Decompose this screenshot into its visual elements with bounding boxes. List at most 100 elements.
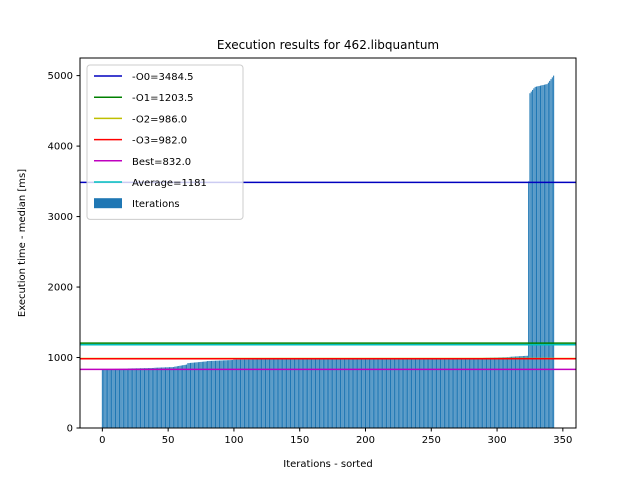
bar-iteration-305 [503,357,505,428]
bar-iteration-293 [487,357,489,428]
bar-iteration-250 [430,358,432,428]
bar-iteration-82 [209,360,211,428]
bar-iteration-4 [107,369,109,428]
bar-iteration-107 [242,359,244,428]
bar-iteration-44 [159,367,161,428]
legend: -O0=3484.5 -O1=1203.5 -O2=986.0 -O3=982.0 Be… [86,64,244,220]
bar-iteration-221 [392,358,394,428]
bar-iteration-59 [179,365,181,428]
bar-iteration-128 [270,359,272,428]
bar-iteration-208 [375,358,377,428]
bar-iteration-207 [374,358,376,428]
bar-iteration-27 [137,368,139,428]
bar-iteration-57 [176,366,178,428]
bar-iteration-301 [497,357,499,428]
bar-iteration-244 [422,358,424,428]
bar-iteration-342 [551,77,553,428]
bar-iteration-94 [225,360,227,428]
bar-iteration-336 [543,84,545,428]
bar-iteration-149 [297,359,299,428]
bar-iteration-84 [212,360,214,428]
bar-iteration-95 [226,360,228,428]
bar-iteration-266 [451,358,453,428]
bar-iteration-254 [436,358,438,428]
bar-iteration-335 [542,85,544,429]
bar-iteration-291 [484,357,486,428]
x-tick-label: 200 [356,435,375,446]
bar-iteration-251 [432,358,434,428]
bar-iteration-226 [399,358,401,428]
bar-iteration-178 [336,359,338,428]
plot-frame [79,57,577,429]
bar-iteration-248 [428,358,430,428]
bar-iteration-187 [347,359,349,428]
bar-iteration-297 [492,357,494,428]
bar-iteration-256 [438,358,440,428]
bar-iteration-63 [184,364,186,428]
bar-iteration-115 [253,359,255,428]
bar-iteration-184 [343,359,345,428]
bar-iteration-33 [145,368,147,428]
bar-iteration-177 [334,359,336,428]
bar-iteration-327 [532,89,534,428]
bar-iteration-116 [254,359,256,428]
bar-iteration-316 [517,356,519,428]
bar-iteration-11 [116,368,118,428]
bar-iteration-320 [522,356,524,428]
bar-iteration-24 [133,368,135,428]
bar-iteration-65 [187,363,189,428]
bar-iteration-75 [200,361,202,428]
bar-iteration-133 [276,359,278,428]
bar-iteration-69 [192,362,194,428]
bar-iteration-16 [122,368,124,428]
bar-iteration-312 [512,356,514,428]
bar-iteration-123 [263,359,265,428]
bar-iteration-222 [393,358,395,428]
y-tick-label: 5000 [48,71,73,82]
bar-iteration-77 [203,361,205,428]
bar-iteration-32 [143,368,145,428]
bar-iteration-168 [322,359,324,428]
bar-iteration-331 [537,86,539,429]
bar-iteration-343 [553,75,555,429]
bar-iteration-240 [417,358,419,428]
bar-iteration-311 [511,356,513,428]
bar-iteration-76 [201,361,203,428]
bar-iteration-80 [207,361,209,428]
bar-iteration-189 [350,359,352,428]
bar-iteration-98 [230,360,232,428]
bar-iteration-329 [534,86,536,429]
bar-iteration-186 [346,359,348,428]
bar-iteration-74 [199,362,201,428]
bar-iteration-314 [514,356,516,428]
bar-iteration-88 [217,360,219,428]
bar-iteration-173 [329,359,331,428]
bar-iteration-306 [504,357,506,428]
bar-iteration-96 [228,360,230,428]
y-axis-label: Execution time - median [ms] [17,169,28,317]
bar-iteration-273 [461,358,463,428]
bar-iteration-110 [246,359,248,428]
bar-iteration-51 [168,367,170,428]
bar-iteration-147 [295,359,297,428]
bar-iteration-318 [520,356,522,428]
bar-iteration-275 [463,358,465,428]
bar-iteration-135 [279,359,281,428]
bar-iteration-242 [420,358,422,428]
bar-iteration-271 [458,358,460,428]
bar-iteration-150 [299,359,301,428]
bar-iteration-340 [549,80,551,429]
bar-iteration-281 [471,358,473,428]
x-tick-label: 250 [422,435,441,446]
bar-iteration-263 [447,358,449,428]
bar-iteration-36 [149,368,151,428]
bar-iteration-333 [539,85,541,428]
bar-iteration-302 [499,357,501,428]
bar-iteration-217 [387,358,389,428]
y-tick-label: 0 [67,424,73,435]
bar-iteration-319 [521,356,523,428]
bar-iteration-140 [286,359,288,428]
bar-iteration-325 [529,93,531,429]
bar-iteration-269 [455,358,457,428]
